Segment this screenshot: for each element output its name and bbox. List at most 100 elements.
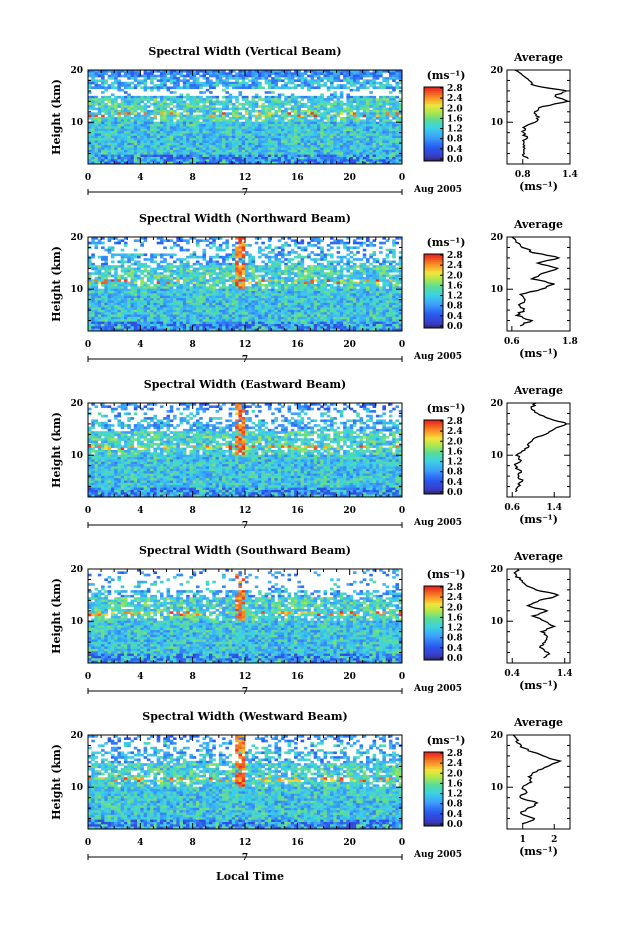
heatmap-cell [356,88,360,92]
heatmap-cell [261,279,265,282]
colorbar-segment [424,94,443,97]
heatmap-cell [382,241,386,245]
heatmap-cell [189,107,193,111]
heatmap-cell [231,107,236,111]
heatmap-cell [261,131,265,134]
heatmap-cell [159,72,164,75]
heatmap-cell [94,74,99,78]
heatmap-cell [231,119,236,122]
heatmap-cell [192,147,197,151]
heatmap-cell [123,84,128,87]
heatmap-cell [375,98,380,101]
heatmap-cell [238,248,243,252]
heatmap-cell [179,133,184,137]
heatmap-cell [146,272,151,275]
heatmap-cell [225,124,229,127]
heatmap-cell [140,156,144,160]
heatmap-cell [117,114,122,118]
heatmap-cell [186,281,190,285]
heatmap-cell [392,156,396,160]
heatmap-cell [346,142,350,146]
heatmap-cell [248,124,252,127]
heatmap-cell [316,109,321,113]
heatmap-cell [156,291,161,294]
heatmap-cell [137,253,141,257]
heatmap-cell [369,159,373,162]
heatmap-cell [316,161,321,165]
heatmap-cell [110,107,115,111]
heatmap-cell [104,142,108,146]
heatmap-cell [215,81,220,85]
heatmap-cell [356,81,360,85]
heatmap-cell [186,276,190,280]
heatmap-cell [179,74,184,78]
heatmap-cell [366,267,370,271]
heatmap-cell [333,121,337,125]
heatmap-cell [179,72,184,75]
heatmap-cell [307,149,311,153]
heatmap-cell [166,124,171,127]
heatmap-cell [114,102,118,106]
heatmap-cell [245,286,249,289]
heatmap-cell [261,142,265,146]
heatmap-cell [143,154,148,158]
heatmap-cell [280,246,285,250]
heatmap-cell [225,253,229,257]
heatmap-cell [186,128,190,132]
heatmap-cell [222,262,226,266]
heatmap-cell [339,142,344,146]
heatmap-cell [245,161,249,165]
heatmap-cell [303,288,308,292]
heatmap-cell [359,286,364,289]
heatmap-cell [228,253,233,257]
heatmap-cell [91,147,95,151]
heatmap-cell [303,114,308,118]
heatmap-cell [199,255,203,259]
heatmap-cell [277,72,282,75]
heatmap-cell [179,119,184,122]
heatmap-cell [356,161,360,165]
heatmap-cell [375,102,380,106]
heatmap-cell [173,244,177,247]
heatmap-cell [382,126,386,130]
heatmap-cell [333,269,337,273]
heatmap-cell [385,279,390,282]
heatmap-cell [107,107,112,111]
heatmap-cell [379,145,383,148]
heatmap-cell [143,117,148,120]
heatmap-cell [127,149,131,153]
heatmap-cell [336,241,341,245]
heatmap-cell [267,140,272,144]
heatmap-cell [356,258,360,261]
heatmap-cell [258,128,262,132]
heatmap-cell [94,161,99,165]
heatmap-cell [333,239,337,242]
heatmap-cell [369,147,373,151]
heatmap-cell [186,152,190,155]
heatmap-cell [195,267,200,271]
heatmap-cell [153,86,157,90]
heatmap-cell [209,81,213,85]
heatmap-cell [369,72,373,75]
heatmap-cell [88,121,92,125]
heatmap-cell [307,161,311,165]
heatmap-cell [228,265,233,268]
heatmap-cell [300,279,305,282]
heatmap-cell [284,140,288,144]
heatmap-cell [117,253,122,257]
heatmap-cell [218,100,223,104]
heatmap-cell [398,154,403,158]
heatmap-cell [261,98,265,101]
heatmap-cell [228,81,233,85]
heatmap-cell [362,70,367,73]
heatmap-cell [195,255,200,259]
heatmap-cell [326,86,331,90]
heatmap-cell [313,100,318,104]
heatmap-cell [366,147,370,151]
heatmap-cell [264,291,269,294]
heatmap-cell [179,262,184,266]
heatmap-cell [320,286,324,289]
heatmap-cell [137,274,141,278]
heatmap-cell [297,138,301,141]
heatmap-cell [209,274,213,278]
